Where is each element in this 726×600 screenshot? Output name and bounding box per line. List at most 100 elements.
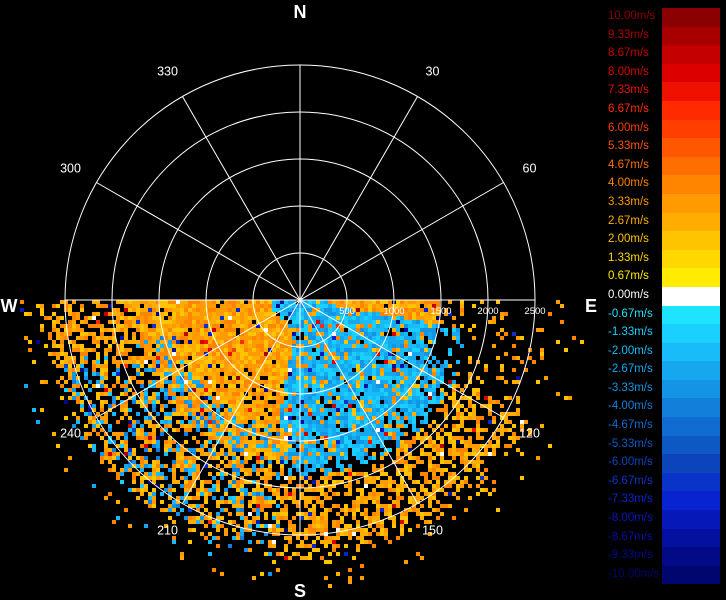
velocity-cell — [472, 452, 476, 456]
velocity-cell — [272, 340, 276, 344]
velocity-cell — [188, 412, 192, 416]
velocity-cell — [336, 344, 340, 348]
velocity-cell — [312, 336, 316, 340]
velocity-cell — [224, 316, 228, 320]
velocity-cell — [72, 384, 76, 388]
velocity-cell — [424, 380, 428, 384]
velocity-cell — [296, 332, 300, 336]
velocity-cell — [456, 384, 460, 388]
velocity-cell — [120, 468, 124, 472]
velocity-cell — [264, 496, 268, 500]
velocity-cell — [432, 472, 436, 476]
velocity-cell — [80, 308, 84, 312]
velocity-cell — [140, 364, 144, 368]
velocity-cell — [244, 420, 248, 424]
velocity-cell — [376, 316, 380, 320]
velocity-cell — [356, 360, 360, 364]
velocity-cell — [244, 364, 248, 368]
velocity-cell — [348, 416, 352, 420]
velocity-cell — [220, 316, 224, 320]
velocity-cell — [288, 452, 292, 456]
velocity-cell — [96, 300, 100, 304]
velocity-cell — [196, 372, 200, 376]
velocity-cell — [248, 348, 252, 352]
velocity-cell — [84, 360, 88, 364]
velocity-cell — [336, 572, 340, 576]
velocity-cell — [56, 356, 60, 360]
velocity-cell — [432, 332, 436, 336]
velocity-cell — [108, 492, 112, 496]
velocity-cell — [292, 340, 296, 344]
colorbar-swatch — [662, 565, 720, 585]
velocity-cell — [144, 408, 148, 412]
velocity-cell — [300, 544, 304, 548]
velocity-cell — [152, 372, 156, 376]
velocity-cell — [400, 440, 404, 444]
velocity-cell — [348, 328, 352, 332]
velocity-cell — [260, 352, 264, 356]
velocity-cell — [132, 476, 136, 480]
velocity-cell — [440, 504, 444, 508]
velocity-cell — [332, 372, 336, 376]
velocity-cell — [192, 368, 196, 372]
velocity-cell — [224, 328, 228, 332]
velocity-cell — [68, 304, 72, 308]
velocity-cell — [176, 308, 180, 312]
velocity-cell — [84, 320, 88, 324]
velocity-cell — [232, 480, 236, 484]
velocity-cell — [448, 472, 452, 476]
velocity-cell — [244, 304, 248, 308]
colorbar-label: -10.00m/s — [608, 567, 660, 580]
velocity-cell — [348, 488, 352, 492]
velocity-cell — [328, 360, 332, 364]
velocity-cell — [356, 424, 360, 428]
velocity-cell — [184, 428, 188, 432]
velocity-cell — [356, 544, 360, 548]
velocity-cell — [200, 432, 204, 436]
velocity-cell — [440, 392, 444, 396]
velocity-cell — [204, 408, 208, 412]
velocity-cell — [284, 360, 288, 364]
colorbar-swatch — [662, 100, 720, 120]
velocity-cell — [224, 380, 228, 384]
velocity-cell — [432, 468, 436, 472]
velocity-cell — [244, 472, 248, 476]
velocity-cell — [236, 432, 240, 436]
velocity-cell — [360, 532, 364, 536]
velocity-cell — [436, 484, 440, 488]
velocity-cell — [316, 500, 320, 504]
velocity-cell — [116, 396, 120, 400]
velocity-cell — [124, 408, 128, 412]
velocity-cell — [344, 492, 348, 496]
velocity-cell — [124, 412, 128, 416]
velocity-cell — [272, 336, 276, 340]
velocity-cell — [236, 372, 240, 376]
velocity-cell — [424, 520, 428, 524]
velocity-cell — [204, 372, 208, 376]
velocity-cell — [432, 368, 436, 372]
velocity-cell — [72, 388, 76, 392]
velocity-cell — [360, 300, 364, 304]
velocity-cell — [208, 320, 212, 324]
velocity-cell — [188, 324, 192, 328]
velocity-cell — [364, 508, 368, 512]
velocity-cell — [472, 388, 476, 392]
velocity-cell — [404, 328, 408, 332]
velocity-cell — [268, 328, 272, 332]
velocity-cell — [144, 436, 148, 440]
velocity-cell — [296, 316, 300, 320]
velocity-cell — [304, 364, 308, 368]
north-label: N — [294, 2, 307, 22]
velocity-cell — [288, 412, 292, 416]
velocity-cell — [268, 352, 272, 356]
velocity-cell — [120, 480, 124, 484]
velocity-cell — [320, 392, 324, 396]
velocity-cell — [128, 320, 132, 324]
velocity-cell — [308, 544, 312, 548]
velocity-cell — [192, 308, 196, 312]
velocity-cell — [208, 348, 212, 352]
velocity-cell — [264, 312, 268, 316]
velocity-cell — [244, 436, 248, 440]
velocity-cell — [332, 540, 336, 544]
velocity-cell — [276, 396, 280, 400]
